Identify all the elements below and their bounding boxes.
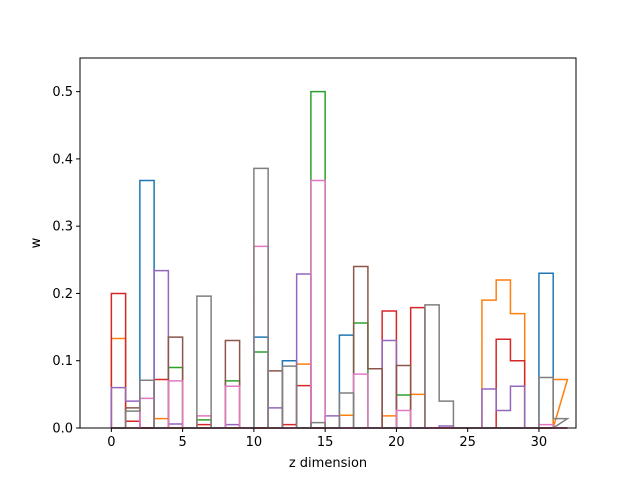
x-axis-label: z dimension <box>289 456 367 471</box>
x-tick-label: 25 <box>459 435 476 450</box>
x-tick-label: 0 <box>107 435 115 450</box>
y-ticks: 0.0 0.1 0.2 0.3 0.4 0.5 <box>52 85 80 437</box>
y-tick-label: 0.0 <box>52 422 73 437</box>
y-tick-label: 0.5 <box>52 85 73 100</box>
y-tick-label: 0.4 <box>52 152 73 167</box>
x-tick-label: 5 <box>178 435 186 450</box>
x-tick-label: 10 <box>246 435 263 450</box>
x-tick-label: 15 <box>317 435 334 450</box>
y-tick-label: 0.3 <box>52 220 73 235</box>
x-tick-label: 30 <box>531 435 548 450</box>
y-axis-label: w <box>29 237 44 248</box>
x-tick-label: 20 <box>388 435 405 450</box>
x-ticks: 0 5 10 15 20 25 30 <box>107 428 547 450</box>
plot-frame <box>79 57 577 429</box>
y-tick-label: 0.1 <box>52 354 73 369</box>
y-tick-label: 0.2 <box>52 287 73 302</box>
